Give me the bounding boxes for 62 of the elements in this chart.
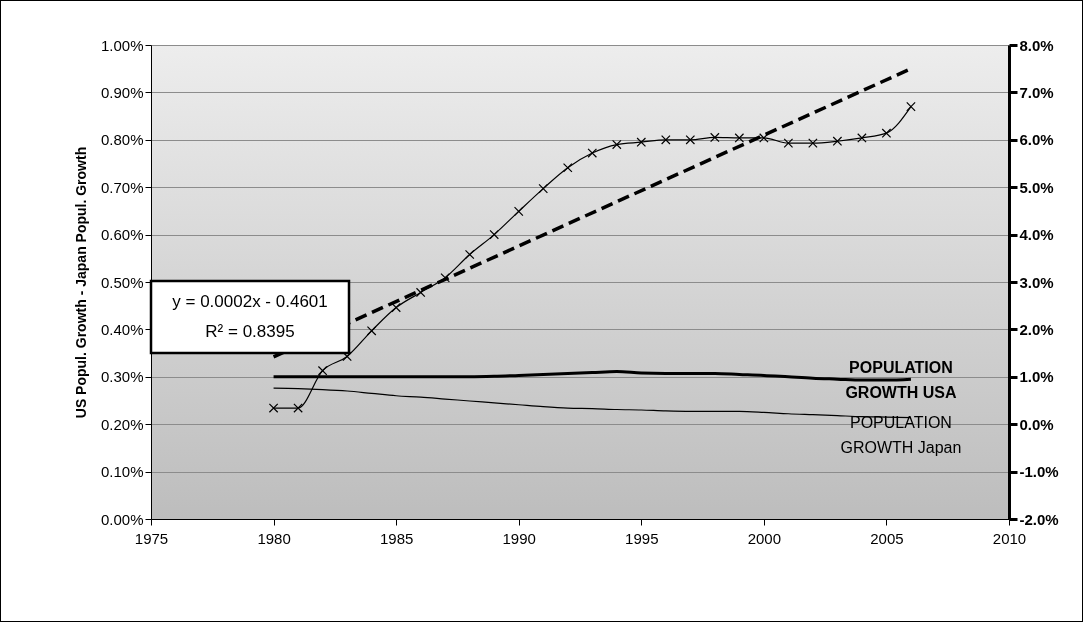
y2-tick-label: 1.0% (1019, 368, 1054, 386)
x-tick-label: 1995 (625, 529, 659, 547)
y2-tick-label: 8.0% (1019, 36, 1054, 54)
point (268, 403, 279, 413)
point (857, 133, 867, 143)
point (832, 136, 843, 147)
point (611, 139, 622, 150)
x-tick-label: 1985 (379, 529, 414, 547)
y-tick-label: 0.70% (100, 178, 144, 196)
y2-tick-label: 3.0% (1019, 273, 1054, 291)
point (513, 206, 524, 217)
point (636, 137, 647, 147)
point (759, 133, 769, 143)
point (808, 138, 818, 148)
annotation: R² = 0.8395 (205, 322, 295, 341)
x-tick-label: 2005 (870, 529, 904, 547)
point (415, 287, 426, 298)
point (587, 148, 598, 158)
y2-tick-label: 7.0% (1019, 83, 1054, 101)
point (440, 272, 450, 283)
y-tick-label: 0.90% (100, 83, 144, 101)
point (366, 326, 377, 336)
point (881, 128, 892, 138)
y-tick-label: 0.30% (100, 368, 144, 386)
y2-tick-label: 0.0% (1019, 415, 1054, 433)
annotation: y = 0.0002x - 0.4601 (172, 292, 328, 311)
point (293, 403, 303, 413)
x-tick-label: 1990 (502, 529, 536, 547)
point (661, 135, 671, 145)
y-tick-label: 0.20% (100, 415, 144, 433)
y-tick-label: 0.50% (100, 273, 144, 291)
y-tick-label: 0.80% (100, 131, 144, 149)
y-axis-title: US Popul. Growth - Japan Popul. Growth (72, 146, 89, 419)
point (391, 302, 401, 313)
y-tick-label: 0.40% (100, 320, 144, 338)
point (538, 183, 549, 194)
y-tick-label: 0.00% (100, 510, 144, 528)
x-tick-label: 1975 (134, 529, 169, 547)
series-label: POPULATION GROWTH Japan (840, 413, 962, 456)
point (489, 229, 499, 240)
point (562, 162, 573, 173)
y2-tick-label: 4.0% (1019, 226, 1054, 244)
point (783, 138, 794, 148)
x-tick-label: 2010 (992, 529, 1027, 547)
series-label: POPULATION GROWTH USA (845, 359, 957, 402)
y2-tick-label: -2.0% (1019, 510, 1059, 528)
y2-tick-label: 6.0% (1019, 131, 1054, 149)
x-tick-label: 1980 (257, 529, 291, 547)
point (734, 133, 745, 143)
y2-tick-label: 2.0% (1019, 320, 1054, 338)
point (464, 249, 475, 260)
point (317, 365, 328, 376)
x-tick-label: 2000 (747, 529, 782, 547)
point (342, 351, 352, 362)
point (906, 101, 916, 112)
y-tick-label: 1.00% (100, 36, 144, 54)
point (685, 135, 696, 145)
y-tick-label: 0.10% (100, 463, 144, 481)
y-tick-label: 0.60% (100, 226, 144, 244)
point (710, 132, 720, 143)
y2-tick-label: -1.0% (1019, 463, 1059, 481)
y2-tick-label: 5.0% (1019, 178, 1054, 196)
